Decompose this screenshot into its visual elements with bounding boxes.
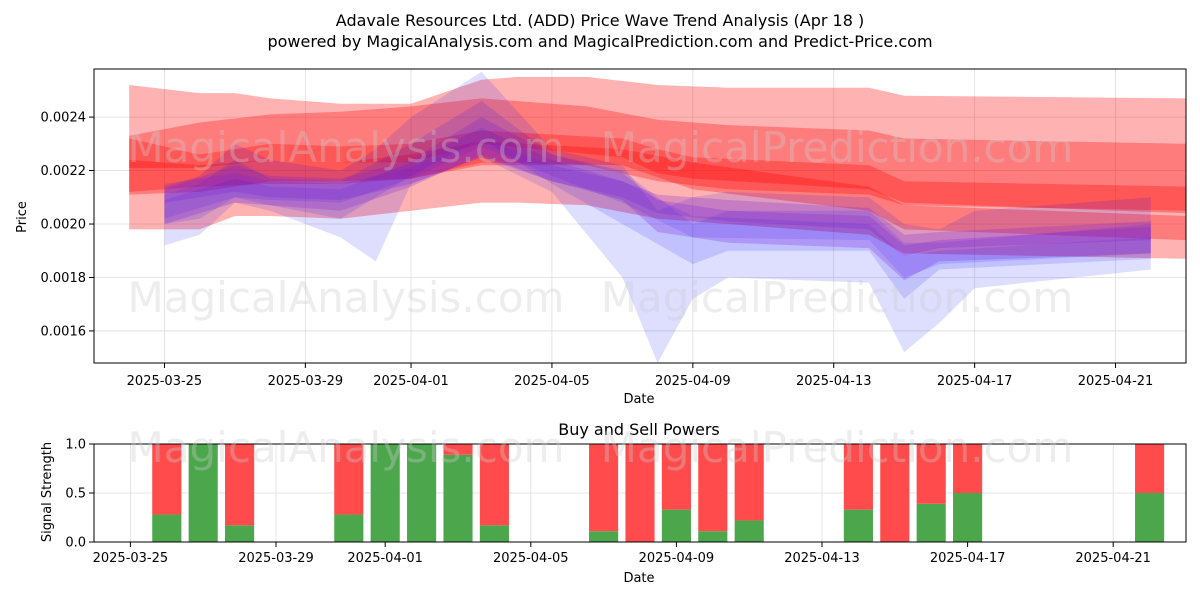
watermark-text: MagicalPrediction.com — [601, 423, 1074, 472]
signal-y-axis-label: Signal Strength — [40, 442, 55, 542]
sell-bar — [225, 444, 255, 526]
price-y-tick-label: 0.0016 — [41, 324, 87, 339]
sell-bar — [334, 444, 364, 515]
sell-bar — [734, 444, 764, 521]
signal-x-tick-label: 2025-03-25 — [93, 551, 169, 566]
blue-wave-band — [164, 101, 1151, 299]
signal-x-tick-label: 2025-04-13 — [784, 551, 860, 566]
signal-plot-frame — [93, 443, 1187, 543]
sell-bar — [880, 444, 910, 542]
signal-x-tick-label: 2025-04-09 — [639, 551, 715, 566]
price-y-tick-label: 0.0024 — [41, 111, 87, 126]
signal-x-tick-label: 2025-04-21 — [1075, 551, 1151, 566]
sell-bar — [625, 444, 655, 542]
signal-y-tick-label: 0.5 — [65, 487, 86, 502]
price-plot-area — [94, 69, 1186, 363]
price-x-tick-label: 2025-03-25 — [127, 374, 203, 389]
price-x-tick-label: 2025-04-05 — [514, 374, 590, 389]
signal-x-tick-label: 2025-04-05 — [493, 551, 569, 566]
price-y-axis-label: Price — [15, 201, 30, 233]
price-x-tick-label: 2025-04-21 — [1078, 374, 1154, 389]
buy-bar — [916, 503, 946, 542]
signal-y-tick-label: 0.0 — [65, 536, 86, 551]
price-y-tick-label: 0.0020 — [41, 218, 87, 233]
red-wave-band — [129, 98, 1187, 211]
buy-bar — [1135, 493, 1165, 542]
sell-bar — [152, 444, 182, 515]
price-x-tick-label: 2025-03-29 — [268, 374, 344, 389]
red-wave-band — [129, 77, 1187, 259]
price-plot-frame — [93, 68, 1187, 364]
watermark-text: MagicalPrediction.com — [601, 123, 1074, 172]
sell-bar — [698, 444, 728, 532]
chart-subtitle: powered by MagicalAnalysis.com and Magic… — [267, 32, 932, 51]
price-x-tick-label: 2025-04-13 — [796, 374, 872, 389]
sell-bar — [1135, 444, 1165, 493]
buy-bar — [407, 444, 437, 542]
purple-wave-band — [164, 138, 1151, 257]
signal-x-axis-label: Date — [623, 571, 654, 586]
price-y-tick-label: 0.0018 — [41, 271, 87, 286]
buy-bar — [188, 444, 218, 542]
watermark-text: MagicalAnalysis.com — [128, 423, 565, 472]
red-wave-band — [129, 130, 1187, 214]
buy-bar — [698, 531, 728, 542]
price-x-axis-label: Date — [623, 392, 654, 407]
buy-bar — [334, 514, 364, 542]
buy-bar — [152, 514, 182, 542]
buy-bar — [370, 444, 400, 542]
signal-plot: 2025-03-25 2025-03-29 2025-04-01 2025-04-05… — [65, 438, 1187, 566]
signal-x-tick-label: 2025-03-29 — [238, 551, 314, 566]
buy-bar — [661, 509, 691, 542]
buy-bar — [843, 509, 873, 542]
buy-bar — [225, 525, 255, 542]
sell-bar — [443, 444, 473, 455]
buy-bar — [479, 525, 509, 542]
buy-bar — [589, 531, 619, 542]
signal-x-tick-label: 2025-04-17 — [930, 551, 1006, 566]
chart-title: Adavale Resources Ltd. (ADD) Price Wave … — [336, 11, 864, 30]
sell-bar — [479, 444, 509, 526]
sell-bar — [589, 444, 619, 532]
sell-bar — [916, 444, 946, 504]
price-x-tick-label: 2025-04-09 — [655, 374, 731, 389]
sell-bar — [953, 444, 983, 493]
blue-wave-band — [164, 127, 1151, 278]
price-y-tick-label: 0.0022 — [41, 164, 87, 179]
watermark-text: MagicalAnalysis.com — [128, 273, 565, 322]
sell-bar — [843, 444, 873, 510]
price-plot: 2025-03-25 2025-03-29 2025-04-01 2025-04-05… — [41, 68, 1187, 389]
watermark-text: MagicalAnalysis.com — [128, 123, 565, 172]
buy-bar — [734, 520, 764, 542]
price-x-tick-label: 2025-04-01 — [373, 374, 449, 389]
sell-bar — [661, 444, 691, 510]
red-wave-band — [129, 141, 1187, 241]
signal-x-tick-label: 2025-04-01 — [347, 551, 423, 566]
price-x-tick-label: 2025-04-17 — [937, 374, 1013, 389]
buy-bar — [443, 454, 473, 542]
signal-chart-title: Buy and Sell Powers — [558, 420, 720, 439]
purple-wave-band — [164, 117, 1151, 281]
watermark-layer: MagicalAnalysis.com MagicalPrediction.com… — [128, 123, 1074, 472]
buy-bar — [953, 493, 983, 542]
watermark-text: MagicalPrediction.com — [601, 273, 1074, 322]
signal-y-tick-label: 1.0 — [65, 438, 86, 453]
blue-wave-band — [164, 71, 1151, 363]
